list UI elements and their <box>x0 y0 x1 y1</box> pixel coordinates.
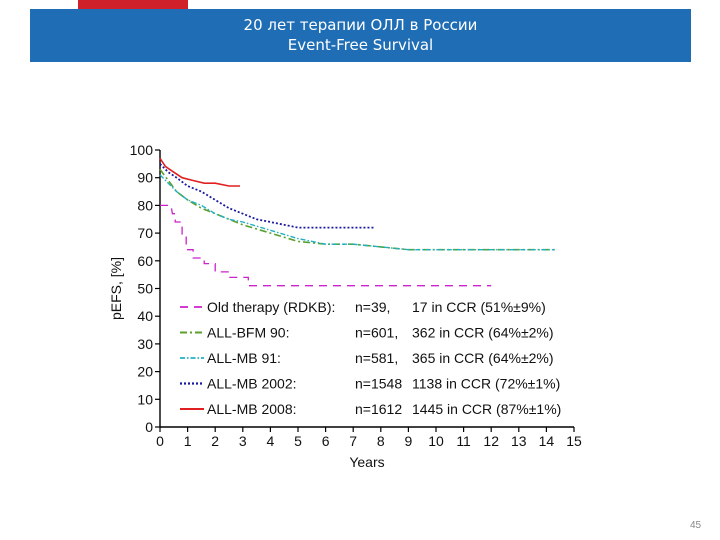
y-tick-label: 90 <box>137 170 153 186</box>
legend-ccr-3: 1138 in CCR (72%±1%) <box>412 376 560 392</box>
y-tick-label: 80 <box>137 197 153 213</box>
series-line-0 <box>160 204 492 287</box>
legend-ccr-4: 1445 in CCR (87%±1%) <box>412 401 561 417</box>
legend-label-3: ALL-MB 2002: <box>207 376 297 392</box>
x-tick-label: 0 <box>156 433 164 449</box>
x-tick-label: 5 <box>294 433 302 449</box>
x-tick-label: 4 <box>267 433 275 449</box>
series-line-4 <box>159 157 240 187</box>
legend-label-0: Old therapy (RDKB): <box>207 299 335 315</box>
x-tick-label: 3 <box>239 433 247 449</box>
legend-ccr-0: 17 in CCR (51%±9%) <box>412 299 546 315</box>
slide-number: 45 <box>690 520 702 531</box>
y-axis-label: pEFS, [%] <box>108 257 124 320</box>
legend-n-4: n=1612 <box>355 401 402 417</box>
y-tick-label: 30 <box>137 336 153 352</box>
x-tick-label: 12 <box>483 433 499 449</box>
x-tick-label: 1 <box>184 433 192 449</box>
y-tick-label: 40 <box>137 308 153 324</box>
legend-label-4: ALL-MB 2008: <box>207 401 297 417</box>
legend-label-2: ALL-MB 91: <box>207 350 281 366</box>
legend-label-1: ALL-BFM 90: <box>207 325 289 341</box>
series-line-2 <box>159 174 555 251</box>
x-tick-label: 13 <box>511 433 527 449</box>
series-line-1 <box>159 168 555 251</box>
series-lines <box>159 157 555 287</box>
x-axis-label: Years <box>349 454 384 470</box>
x-tick-label: 2 <box>211 433 219 449</box>
y-tick-label: 50 <box>137 281 153 297</box>
legend-n-1: n=601, <box>355 325 398 341</box>
y-tick-label: 60 <box>137 253 153 269</box>
legend-n-3: n=1548 <box>355 376 402 392</box>
y-tick-label: 100 <box>130 142 154 158</box>
x-tick-label: 7 <box>349 433 357 449</box>
x-tick-label: 8 <box>377 433 385 449</box>
header-accent-bar <box>78 0 188 9</box>
legend-ccr-1: 362 in CCR (64%±2%) <box>412 325 554 341</box>
legend-n-2: n=581, <box>355 350 398 366</box>
x-tick-label: 11 <box>456 433 471 449</box>
y-tick-label: 70 <box>137 225 153 241</box>
y-tick-label: 0 <box>145 419 153 435</box>
slide-subtitle: Event-Free Survival <box>287 36 434 54</box>
x-tick-label: 14 <box>539 433 555 449</box>
series-line-3 <box>159 163 376 229</box>
x-tick-label: 9 <box>405 433 413 449</box>
x-tick-label: 10 <box>428 433 444 449</box>
legend: Old therapy (RDKB): n=39, 17 in CCR (51%±9… <box>180 299 561 417</box>
slide-title: 20 лет терапии ОЛЛ в России <box>243 16 478 34</box>
y-tick-label: 20 <box>137 364 153 380</box>
slide-title-banner: 20 лет терапии ОЛЛ в России Event-Free S… <box>30 9 691 62</box>
x-tick-label: 6 <box>322 433 330 449</box>
legend-n-0: n=39, <box>355 299 390 315</box>
x-tick-label: 15 <box>566 433 582 449</box>
y-tick-label: 10 <box>137 391 153 407</box>
legend-ccr-2: 365 in CCR (64%±2%) <box>412 350 554 366</box>
